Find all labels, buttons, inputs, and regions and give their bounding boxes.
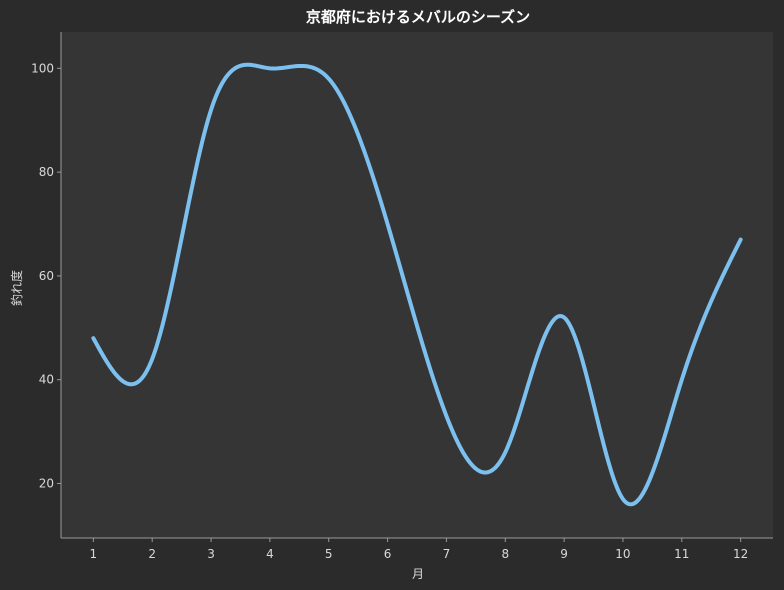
chart-title: 京都府におけるメバルのシーズン xyxy=(306,8,530,26)
x-tick-label: 10 xyxy=(615,547,630,561)
x-tick-label: 6 xyxy=(384,547,392,561)
axes xyxy=(60,32,773,539)
y-tick-label: 80 xyxy=(39,165,54,179)
x-tick-label: 5 xyxy=(325,547,333,561)
x-tick-label: 11 xyxy=(674,547,689,561)
y-tick-label: 40 xyxy=(39,373,54,387)
x-tick-label: 4 xyxy=(266,547,274,561)
x-axis-label: 月 xyxy=(412,567,424,581)
x-tick-label: 9 xyxy=(560,547,568,561)
plot-area xyxy=(61,32,773,538)
x-tick-label: 7 xyxy=(443,547,451,561)
x-tick-label: 1 xyxy=(90,547,98,561)
y-tick-label: 60 xyxy=(39,269,54,283)
x-tick-label: 8 xyxy=(501,547,509,561)
y-tick-label: 20 xyxy=(39,477,54,491)
x-tick-label: 2 xyxy=(148,547,156,561)
series-line xyxy=(91,62,743,507)
y-axis-label: 釣れ度 xyxy=(9,270,24,306)
y-tick-label: 100 xyxy=(31,61,54,75)
x-tick-label: 3 xyxy=(207,547,215,561)
x-tick-label: 12 xyxy=(733,547,748,561)
